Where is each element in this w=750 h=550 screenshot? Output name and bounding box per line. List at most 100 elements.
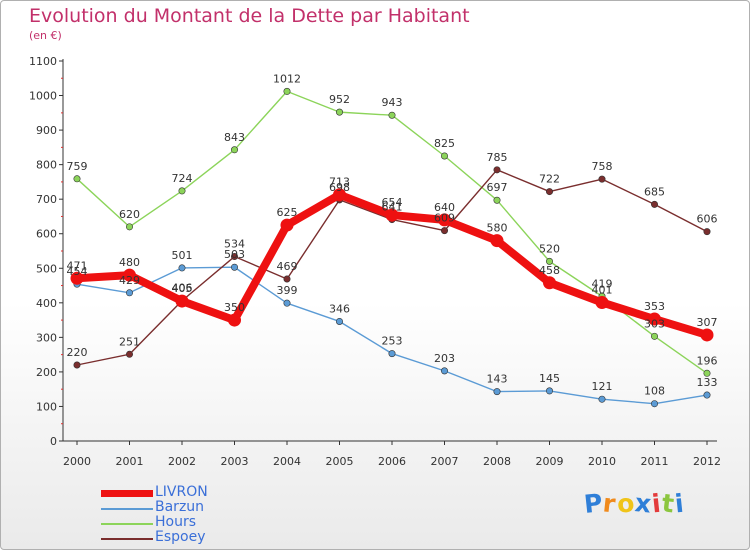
data-point-barzun [283, 299, 291, 307]
data-point-hours [231, 146, 239, 154]
data-label-hours: 843 [224, 131, 245, 144]
data-label-espoey: 785 [487, 151, 508, 164]
legend-item-espoey: Espoey [101, 530, 301, 546]
data-label-hours: 943 [382, 96, 403, 109]
data-label-livron: 350 [224, 301, 245, 314]
data-point-espoey [73, 361, 81, 369]
data-point-hours [440, 152, 448, 160]
data-point-livron [385, 208, 399, 222]
data-point-barzun [545, 387, 553, 395]
chart-title: Evolution du Montant de la Dette par Hab… [29, 5, 470, 27]
data-point-livron [648, 312, 661, 326]
data-label-hours: 196 [697, 354, 718, 367]
data-label-espoey: 606 [697, 213, 718, 226]
data-point-hours [283, 87, 291, 95]
data-label-barzun: 143 [487, 373, 508, 386]
y-tick-label: 700 [36, 193, 57, 206]
data-label-espoey: 534 [224, 238, 245, 251]
data-point-hours [178, 187, 186, 195]
data-label-hours: 1012 [273, 72, 301, 85]
data-point-barzun [388, 350, 396, 358]
data-point-espoey [703, 228, 711, 236]
data-point-hours [388, 111, 396, 119]
data-label-barzun: 346 [329, 302, 350, 315]
data-point-espoey [440, 227, 448, 235]
series-line-hours [76, 90, 708, 374]
data-label-espoey: 698 [329, 181, 350, 194]
chart-subtitle: (en €) [29, 29, 62, 42]
data-label-livron: 713 [329, 176, 350, 189]
data-label-espoey: 220 [67, 346, 88, 359]
legend-item-livron: LIVRON [101, 484, 301, 501]
data-point-hours [335, 108, 343, 116]
legend-swatch [101, 523, 153, 525]
data-label-livron: 640 [434, 201, 455, 214]
data-point-livron [70, 271, 84, 285]
y-tick-label: 300 [36, 331, 57, 344]
data-point-espoey [283, 275, 291, 283]
data-label-hours: 419 [592, 277, 613, 290]
data-label-barzun: 121 [592, 380, 613, 393]
data-label-livron: 353 [644, 300, 665, 313]
data-label-barzun: 501 [172, 249, 193, 262]
x-tick-label: 2001 [116, 455, 144, 468]
data-label-hours: 724 [172, 172, 193, 185]
data-point-barzun [703, 391, 711, 399]
y-tick-label: 100 [36, 400, 57, 413]
data-point-barzun [440, 367, 448, 375]
data-label-hours: 620 [119, 208, 140, 221]
data-point-livron [228, 313, 241, 327]
y-tick-label: 500 [36, 262, 57, 275]
legend-label: LIVRON [155, 484, 208, 500]
x-tick-label: 2011 [641, 455, 669, 468]
legend-swatch [101, 538, 153, 540]
data-point-livron [175, 294, 189, 308]
x-tick-label: 2010 [588, 455, 616, 468]
data-point-livron [280, 218, 294, 232]
data-point-hours [73, 175, 81, 183]
data-label-hours: 697 [487, 181, 508, 194]
legend-item-hours: Hours [101, 515, 301, 531]
data-point-barzun [598, 395, 606, 403]
data-point-espoey [545, 188, 553, 196]
data-point-barzun [178, 264, 186, 272]
data-label-hours: 520 [539, 242, 560, 255]
data-point-hours [703, 369, 711, 377]
x-tick-label: 2000 [63, 455, 91, 468]
data-label-barzun: 253 [382, 335, 403, 348]
data-point-hours [545, 257, 553, 265]
data-point-espoey [598, 175, 606, 183]
data-point-hours [650, 332, 658, 340]
x-tick-label: 2012 [693, 455, 721, 468]
data-label-espoey: 758 [592, 160, 613, 173]
x-tick-label: 2009 [536, 455, 564, 468]
data-label-espoey: 641 [382, 201, 403, 214]
data-label-espoey: 469 [277, 260, 298, 273]
data-point-livron [123, 268, 136, 282]
legend-swatch [101, 508, 153, 510]
x-tick-label: 2004 [273, 455, 301, 468]
data-label-barzun: 454 [67, 265, 88, 278]
data-label-livron: 480 [119, 256, 140, 269]
data-label-hours: 303 [644, 317, 665, 330]
x-tick-label: 2003 [221, 455, 249, 468]
data-label-livron: 307 [697, 316, 718, 329]
data-label-barzun: 203 [434, 352, 455, 365]
data-label-espoey: 722 [539, 173, 560, 186]
data-point-hours [126, 223, 134, 231]
y-tick-label: 0 [50, 435, 57, 448]
data-point-livron [543, 276, 556, 290]
x-tick-label: 2002 [168, 455, 196, 468]
y-tick-label: 1000 [29, 90, 57, 103]
y-tick-label: 800 [36, 159, 57, 172]
data-label-livron: 401 [592, 283, 613, 296]
data-label-barzun: 399 [277, 284, 298, 297]
data-point-barzun [335, 317, 343, 325]
data-point-livron [595, 295, 609, 309]
y-tick-label: 200 [36, 366, 57, 379]
data-point-barzun [126, 289, 134, 297]
data-label-livron: 405 [172, 282, 193, 295]
chart-legend: LIVRON Barzun Hours Espoey [101, 484, 301, 546]
